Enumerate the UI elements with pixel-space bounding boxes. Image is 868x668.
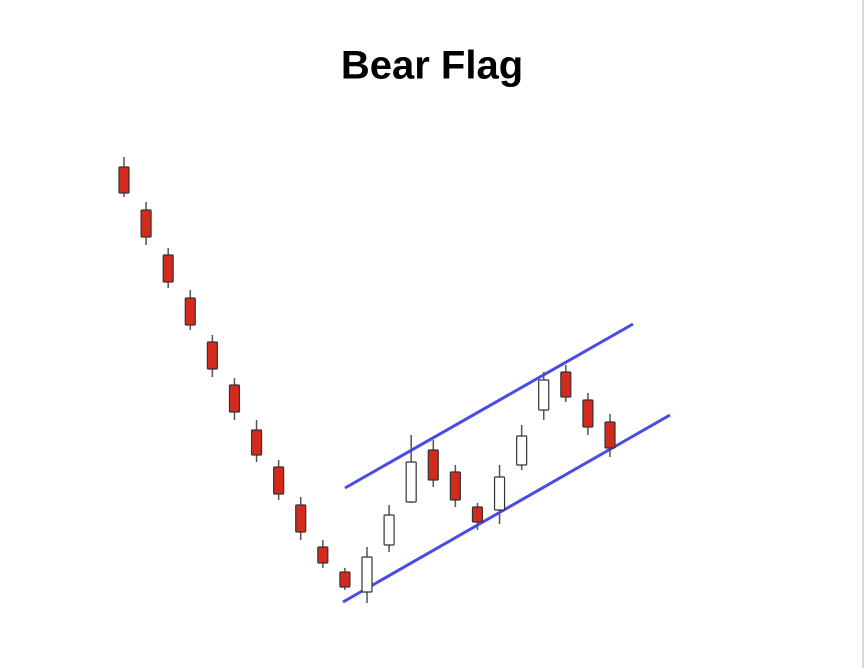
lower-trend-line — [342, 413, 671, 604]
candle-body — [471, 506, 484, 523]
candle-body — [405, 461, 417, 503]
candle-body — [493, 476, 506, 511]
candle-body — [206, 341, 218, 370]
candle-body — [250, 429, 263, 456]
candle-body — [162, 254, 174, 283]
candle-body — [516, 435, 528, 466]
candle-body — [361, 556, 373, 593]
candle-body — [140, 209, 152, 238]
candle-body — [273, 466, 285, 495]
candle-body — [582, 399, 594, 428]
candle-body — [118, 166, 130, 194]
candle-body — [538, 379, 550, 411]
candle-body — [184, 297, 196, 326]
candle-body — [228, 384, 241, 413]
candle-body — [560, 371, 572, 398]
candle-body — [383, 514, 395, 546]
candle-body — [339, 571, 351, 588]
candle-body — [317, 546, 329, 564]
candle-body — [427, 449, 439, 481]
upper-trend-line — [344, 322, 634, 490]
chart-title: Bear Flag — [341, 44, 523, 88]
candle-body — [604, 421, 616, 449]
candle-body — [449, 471, 461, 501]
candle-body — [295, 504, 307, 533]
